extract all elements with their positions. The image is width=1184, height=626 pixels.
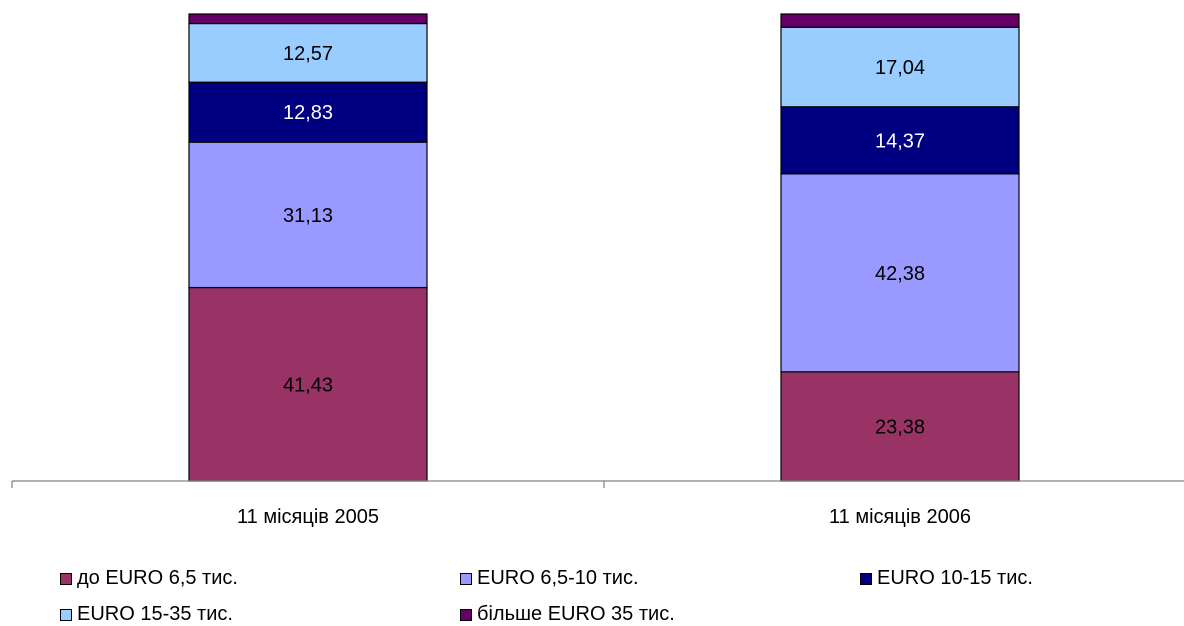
data-label-1-0: 23,38 bbox=[875, 416, 925, 438]
data-label-0-2: 12,83 bbox=[283, 102, 333, 124]
bar-segment-1-2 bbox=[780, 106, 1020, 175]
bar-segment-1-4 bbox=[780, 13, 1020, 28]
data-label-1-2: 14,37 bbox=[875, 130, 925, 152]
bars-group: 41,43 31,13 12,83 12,57 23,38 42,38 14,37 17,04 bbox=[188, 13, 1020, 482]
data-label-1-1: 42,38 bbox=[875, 263, 925, 285]
x-tick-label-0: 11 місяців 2005 bbox=[237, 506, 379, 528]
bar-segment-1-0 bbox=[780, 371, 1020, 482]
bar-segment-0-0 bbox=[188, 286, 428, 482]
x-axis: 11 місяців 2005 11 місяців 2006 bbox=[11, 480, 1184, 528]
bar-segment-0-3 bbox=[188, 22, 428, 83]
data-label-0-3: 12,57 bbox=[283, 43, 333, 65]
data-label-0-0: 41,43 bbox=[283, 374, 333, 396]
data-label-0-1: 31,13 bbox=[283, 205, 333, 227]
data-label-1-3: 17,04 bbox=[875, 57, 925, 79]
bar-segment-1-1 bbox=[780, 173, 1020, 373]
bar-segment-0-1 bbox=[188, 141, 428, 289]
bar-segment-0-4 bbox=[188, 13, 428, 25]
bar-segment-1-3 bbox=[780, 26, 1020, 108]
x-tick-label-1: 11 місяців 2006 bbox=[829, 506, 971, 528]
